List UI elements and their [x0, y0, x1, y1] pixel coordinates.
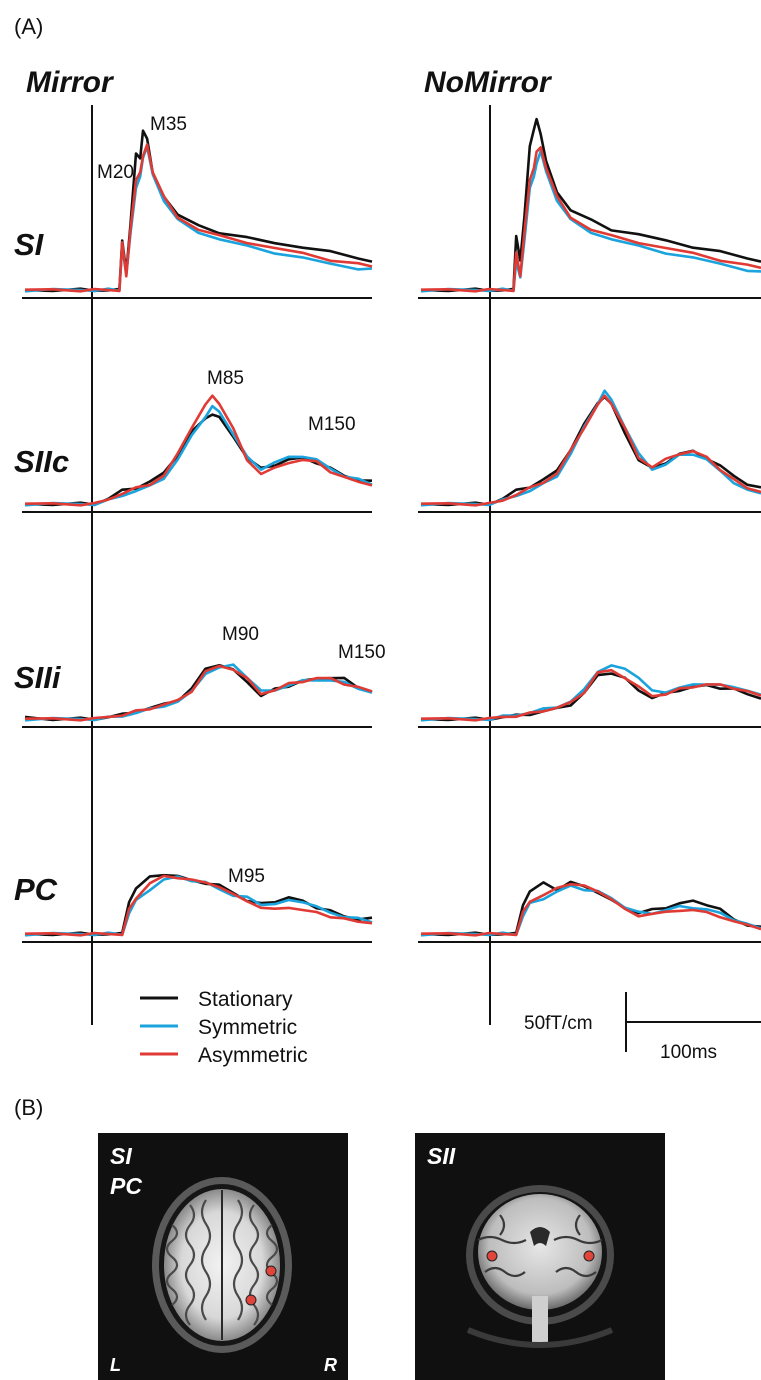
mri-marker-pc: [245, 1294, 257, 1306]
mri-coronal-brain: [478, 1194, 602, 1310]
condition-title-nomirror: NoMirror: [424, 66, 553, 99]
trace-nomirror-si-asymmetric: [420, 146, 761, 293]
scale-bar: 50fT/cm 100ms: [524, 992, 761, 1063]
trace-mirror-siii-symmetric: [24, 663, 373, 722]
mri-label-si: SI: [110, 1143, 132, 1169]
mri-coronal-image: SII: [415, 1133, 665, 1380]
trace-mirror-pc-stationary: [24, 873, 373, 937]
trace-nomirror-si-stationary: [420, 117, 761, 293]
trace-mirror-pc-symmetric: [24, 875, 373, 937]
trace-nomirror-si-symmetric: [420, 149, 761, 293]
mri-coronal-sulci: [477, 1214, 603, 1278]
row-label-siii: SIIi: [14, 660, 62, 695]
mri-coronal-brainstem: [532, 1296, 548, 1344]
peak-label-m150-siii: M150: [338, 642, 386, 663]
peak-label-m85: M85: [207, 368, 244, 389]
mri-axial-image: SI PC L R: [98, 1133, 348, 1380]
mri-label-left: L: [110, 1355, 121, 1375]
trace-mirror-siii-asymmetric: [24, 664, 373, 722]
condition-title-mirror: Mirror: [26, 66, 115, 99]
panel-b-label: (B): [14, 1095, 43, 1120]
mri-axial-sulci: [165, 1199, 279, 1326]
panel-a-label: (A): [14, 14, 43, 39]
peak-label-m95: M95: [228, 866, 265, 887]
mri-marker-sii-right: [583, 1250, 595, 1262]
trace-nomirror-siic-symmetric: [420, 389, 761, 507]
mri-marker-sii-left: [486, 1250, 498, 1262]
legend-label-symmetric: Symmetric: [198, 1016, 297, 1039]
legend-label-asymmetric: Asymmetric: [198, 1044, 308, 1067]
mri-marker-si: [265, 1265, 277, 1277]
trace-nomirror-siii-asymmetric: [420, 668, 761, 722]
legend-label-stationary: Stationary: [198, 988, 293, 1011]
trace-mirror-pc-asymmetric: [24, 874, 373, 937]
trace-nomirror-siii-symmetric: [420, 664, 761, 722]
trace-mirror-si-stationary: [24, 129, 373, 293]
scale-bar-amplitude: 50fT/cm: [524, 1013, 593, 1034]
trace-nomirror-pc-symmetric: [420, 884, 761, 937]
trace-nomirror-pc-asymmetric: [420, 882, 761, 937]
mri-label-pc: PC: [110, 1173, 142, 1199]
row-label-siic: SIIc: [14, 444, 69, 479]
trace-mirror-si-asymmetric: [24, 143, 373, 293]
peak-label-m150-siic: M150: [308, 414, 356, 435]
mri-label-right: R: [324, 1355, 337, 1375]
trace-nomirror-siic-asymmetric: [420, 394, 761, 507]
peak-label-m35: M35: [150, 114, 187, 135]
trace-mirror-siic-asymmetric: [24, 394, 373, 507]
waveform-plots: [22, 117, 761, 943]
scale-bar-time: 100ms: [660, 1042, 717, 1063]
row-label-pc: PC: [14, 872, 58, 907]
trace-mirror-siii-stationary: [24, 663, 373, 722]
peak-label-m90: M90: [222, 624, 259, 645]
peak-label-m20: M20: [97, 162, 134, 183]
trace-mirror-si-symmetric: [24, 145, 373, 293]
mri-label-sii: SII: [427, 1143, 456, 1169]
row-label-si: SI: [14, 227, 45, 262]
legend: Stationary Symmetric Asymmetric: [140, 988, 308, 1067]
